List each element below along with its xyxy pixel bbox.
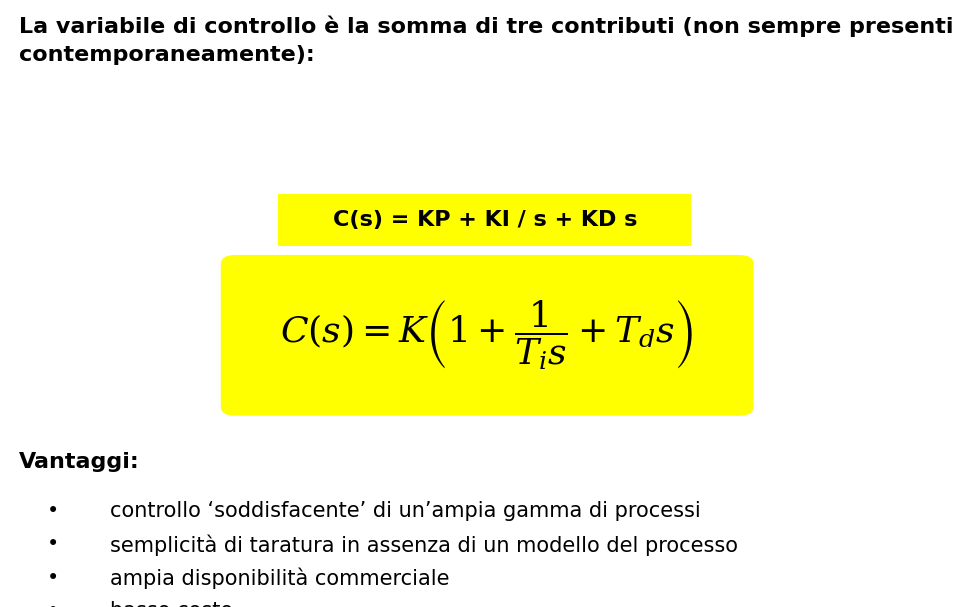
Text: Vantaggi:: Vantaggi: xyxy=(19,452,140,472)
Text: $C(s) = K\left(1+\dfrac{1}{T_i s}+T_d s\right)$: $C(s) = K\left(1+\dfrac{1}{T_i s}+T_d s\… xyxy=(280,299,694,372)
Text: ampia disponibilità commerciale: ampia disponibilità commerciale xyxy=(110,568,450,589)
Text: •: • xyxy=(47,601,59,607)
Text: La variabile di controllo è la somma di tre contributi (non sempre presenti
cont: La variabile di controllo è la somma di … xyxy=(19,15,953,65)
FancyBboxPatch shape xyxy=(221,255,754,416)
Text: •: • xyxy=(47,501,59,521)
Text: semplicità di taratura in assenza di un modello del processo: semplicità di taratura in assenza di un … xyxy=(110,534,738,555)
Text: •: • xyxy=(47,568,59,588)
Text: C(s) = KP + KI / s + KD s: C(s) = KP + KI / s + KD s xyxy=(332,210,637,230)
Text: basso costo: basso costo xyxy=(110,601,233,607)
Text: controllo ‘soddisfacente’ di un’ampia gamma di processi: controllo ‘soddisfacente’ di un’ampia ga… xyxy=(110,501,701,521)
FancyBboxPatch shape xyxy=(278,194,691,246)
Text: •: • xyxy=(47,534,59,554)
